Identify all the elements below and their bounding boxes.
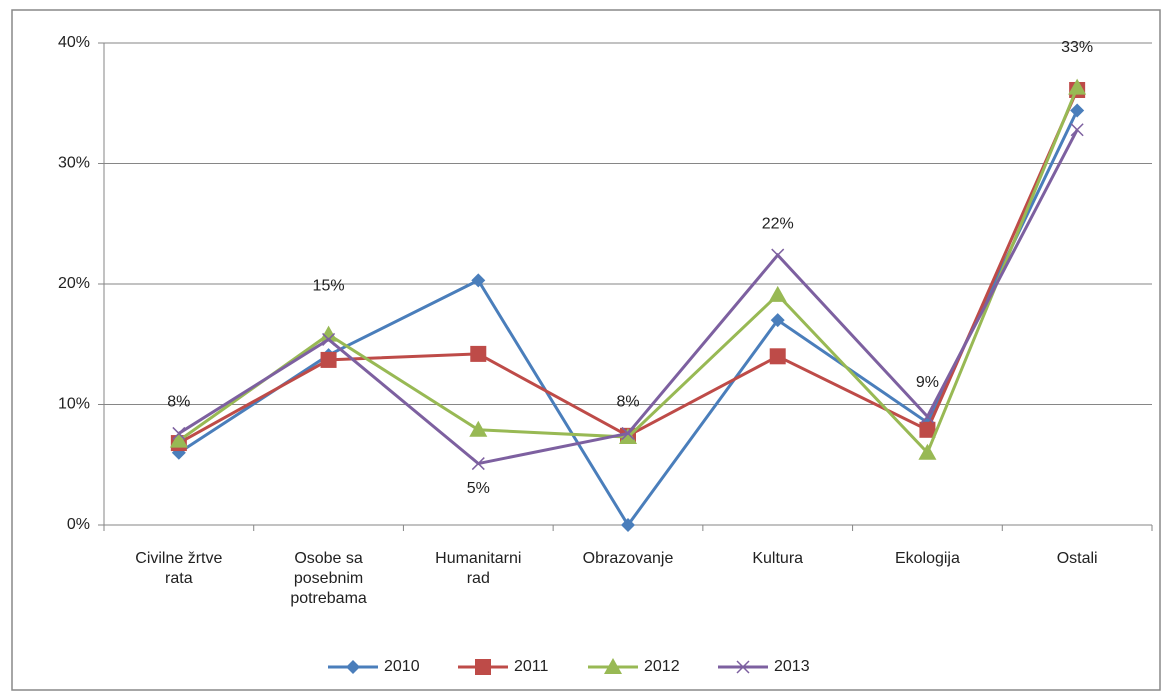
- marker: [1068, 78, 1087, 95]
- marker: [1070, 103, 1085, 118]
- marker: [771, 248, 785, 262]
- x-tick-label: Osobe sa posebnim potrebama: [290, 550, 367, 607]
- marker: [619, 428, 637, 445]
- marker: [604, 658, 622, 674]
- marker: [169, 431, 188, 448]
- marker: [319, 325, 338, 342]
- data-label: 9%: [916, 374, 939, 391]
- marker: [320, 351, 337, 368]
- data-label: 22%: [762, 215, 794, 232]
- marker: [475, 659, 491, 675]
- series-line: [178, 109, 1079, 528]
- marker: [172, 426, 186, 440]
- marker: [736, 660, 750, 674]
- marker: [470, 345, 487, 362]
- marker: [471, 457, 485, 471]
- y-tick-label: 40%: [58, 34, 90, 51]
- marker: [1070, 123, 1084, 137]
- data-label: 8%: [167, 394, 190, 411]
- marker: [621, 426, 635, 440]
- x-tick-label: Civilne žrtve rata: [135, 550, 223, 587]
- marker: [768, 285, 787, 302]
- marker: [346, 660, 360, 674]
- legend-label: 2010: [384, 658, 420, 675]
- chart-frame: [11, 9, 1161, 691]
- marker: [322, 332, 336, 346]
- x-tick-label: Obrazovanje: [582, 550, 674, 567]
- legend-label: 2013: [774, 658, 810, 675]
- y-tick-label: 20%: [58, 275, 90, 292]
- data-label: 15%: [313, 278, 345, 295]
- marker: [918, 443, 937, 460]
- marker: [920, 410, 934, 424]
- y-tick-label: 30%: [58, 155, 90, 172]
- marker: [769, 348, 786, 365]
- marker: [469, 420, 488, 437]
- y-tick-label: 10%: [58, 396, 90, 413]
- y-tick-label: 0%: [67, 516, 90, 533]
- data-label: 33%: [1061, 39, 1093, 56]
- marker: [770, 313, 785, 328]
- legend-label: 2012: [644, 658, 680, 675]
- marker: [919, 421, 936, 438]
- x-tick-label: Ostali: [1056, 550, 1098, 567]
- data-label: 8%: [616, 394, 639, 411]
- x-tick-label: Kultura: [752, 550, 804, 567]
- legend-label: 2011: [514, 658, 549, 675]
- x-tick-label: Ekologija: [894, 550, 960, 567]
- marker: [471, 273, 486, 288]
- x-tick-label: Humanitarni rad: [435, 550, 522, 587]
- marker: [621, 518, 635, 532]
- data-label: 5%: [467, 480, 490, 497]
